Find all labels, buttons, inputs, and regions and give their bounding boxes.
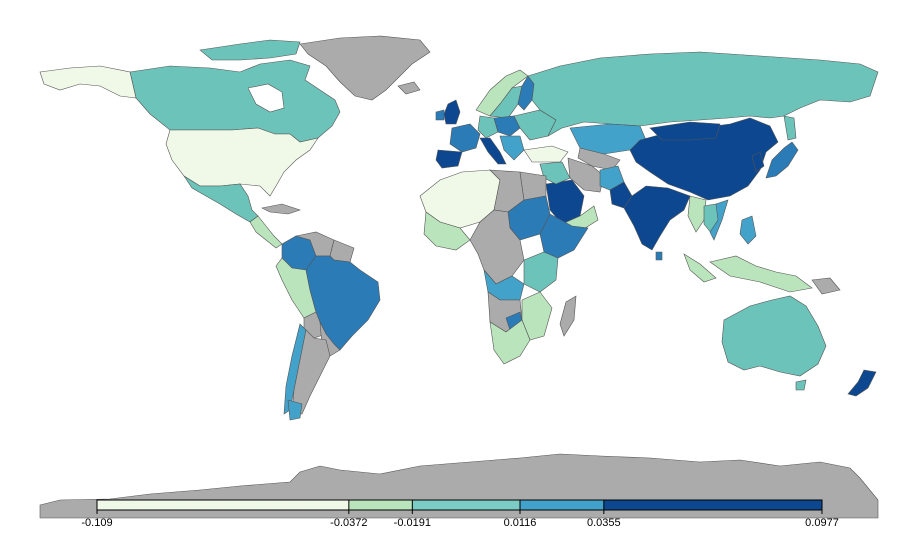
- legend-tick-label-3: -0.0191: [394, 517, 431, 529]
- region-west-africa[interactable]: [423, 211, 471, 251]
- region-tasmania[interactable]: [795, 379, 807, 391]
- region-indonesia[interactable]: [709, 255, 813, 293]
- region-balkans[interactable]: [499, 135, 525, 161]
- legend-tick-label-6: 0.0977: [805, 517, 839, 529]
- region-egypt[interactable]: [519, 171, 547, 201]
- region-united-states[interactable]: [165, 127, 319, 197]
- region-korea[interactable]: [751, 151, 765, 173]
- region-mongolia[interactable]: [649, 121, 721, 141]
- region-ireland[interactable]: [435, 109, 445, 121]
- region-malaysia[interactable]: [683, 253, 717, 283]
- region-central-america[interactable]: [249, 215, 283, 249]
- region-philippines[interactable]: [739, 215, 757, 245]
- legend-segment-3: [412, 500, 521, 510]
- region-greenland[interactable]: [299, 35, 431, 101]
- legend-tick-label-1: -0.109: [81, 517, 112, 529]
- region-vietnam[interactable]: [709, 199, 729, 241]
- region-france[interactable]: [449, 123, 481, 153]
- legend-segment-4: [520, 500, 604, 510]
- region-patagonia[interactable]: [287, 399, 303, 421]
- region-madagascar[interactable]: [559, 295, 577, 337]
- region-sri-lanka[interactable]: [655, 251, 663, 261]
- region-turkey[interactable]: [523, 145, 569, 163]
- legend-tick-label-4: 0.0116: [504, 517, 537, 529]
- region-iceland[interactable]: [397, 81, 421, 95]
- region-argentina[interactable]: [291, 329, 331, 415]
- region-australia[interactable]: [721, 295, 827, 377]
- legend-tick-label-5: 0.0355: [587, 517, 621, 529]
- region-russia[interactable]: [527, 51, 879, 137]
- region-germany[interactable]: [477, 115, 499, 139]
- region-hudson-bay: [247, 83, 285, 113]
- region-myanmar[interactable]: [687, 195, 707, 233]
- region-guianas[interactable]: [329, 239, 355, 263]
- region-japan[interactable]: [765, 141, 799, 179]
- region-india[interactable]: [623, 185, 691, 251]
- region-papua[interactable]: [811, 277, 841, 295]
- legend-segment-1: [97, 500, 349, 510]
- region-cuba[interactable]: [261, 203, 301, 215]
- region-alaska[interactable]: [39, 65, 137, 99]
- region-spain[interactable]: [435, 149, 463, 169]
- region-united-kingdom[interactable]: [443, 99, 461, 125]
- region-sakhalin[interactable]: [783, 115, 797, 141]
- legend-tick-label-2: -0.0372: [330, 517, 367, 529]
- region-central-africa[interactable]: [469, 209, 525, 285]
- region-south-africa[interactable]: [489, 319, 531, 365]
- region-new-zealand[interactable]: [847, 369, 877, 397]
- region-central-europe[interactable]: [493, 115, 521, 137]
- region-east-africa[interactable]: [523, 251, 559, 293]
- legend-segment-2: [348, 500, 413, 510]
- legend-segment-5: [603, 500, 822, 510]
- region-canada-islands[interactable]: [199, 39, 301, 61]
- color-legend: -0.109 -0.0372 -0.0191 0.0116 0.0355 0.0977: [81, 499, 839, 529]
- region-italy[interactable]: [479, 137, 507, 165]
